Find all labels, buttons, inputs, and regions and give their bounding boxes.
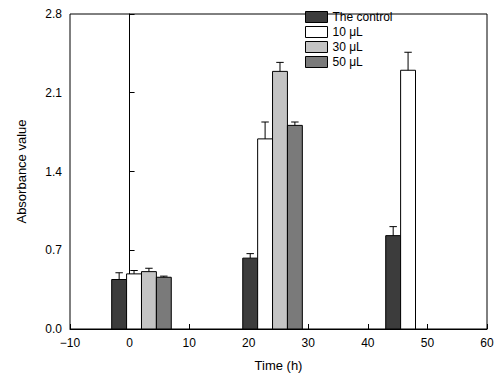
svg-text:0.7: 0.7 bbox=[45, 243, 62, 257]
svg-text:10: 10 bbox=[182, 336, 196, 350]
svg-text:Time (h): Time (h) bbox=[255, 358, 303, 373]
svg-text:30 μL: 30 μL bbox=[333, 40, 364, 54]
svg-text:10 μL: 10 μL bbox=[333, 25, 364, 39]
svg-text:30: 30 bbox=[302, 336, 316, 350]
svg-text:1.4: 1.4 bbox=[45, 165, 62, 179]
svg-text:50: 50 bbox=[421, 336, 435, 350]
svg-text:40: 40 bbox=[361, 336, 375, 350]
svg-text:0.0: 0.0 bbox=[45, 322, 62, 336]
svg-text:20: 20 bbox=[242, 336, 256, 350]
svg-text:Absorbance value: Absorbance value bbox=[14, 119, 29, 223]
svg-text:2.1: 2.1 bbox=[45, 86, 62, 100]
svg-text:60: 60 bbox=[480, 336, 494, 350]
svg-text:0: 0 bbox=[126, 336, 133, 350]
svg-text:The control: The control bbox=[333, 10, 393, 24]
svg-text:−10: −10 bbox=[60, 336, 81, 350]
svg-text:50 μL: 50 μL bbox=[333, 55, 364, 69]
svg-text:2.8: 2.8 bbox=[45, 7, 62, 21]
